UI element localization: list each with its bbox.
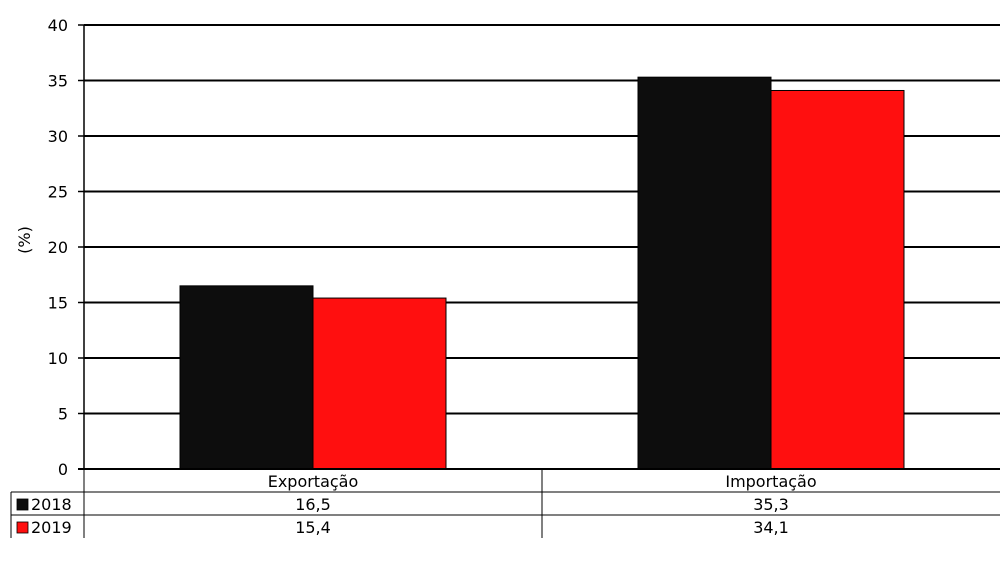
bar-2018-0 [179,285,314,470]
legend-label: 2019 [31,518,72,537]
axes: 0 5 10 15 20 25 30 35 40 [48,16,1000,479]
bar-2018-1 [637,76,772,470]
y-tick-label: 5 [58,405,68,424]
bars [179,76,905,470]
bar-2019-0 [312,297,447,470]
data-label: 34,1 [753,518,789,537]
y-axis-label: (%) [15,226,34,254]
bar-2019-1 [770,89,905,470]
y-tick-label: 40 [48,16,68,35]
y-tick-label: 0 [58,460,68,479]
data-label: 15,4 [295,518,331,537]
x-tick-label: Exportação [268,472,359,491]
y-tick-label: 10 [48,349,68,368]
y-tick-label: 20 [48,238,68,257]
y-tick-label: 25 [48,183,68,202]
legend-swatch-2018 [16,498,29,511]
y-tick-label: 35 [48,72,68,91]
x-tick-label: Importação [725,472,816,491]
y-tick-label: 15 [48,294,68,313]
legend-label: 2018 [31,495,72,514]
data-label: 16,5 [295,495,331,514]
y-tick-label: 30 [48,127,68,146]
legend-swatch-2019 [16,521,29,534]
data-label: 35,3 [753,495,789,514]
data-table: Exportação Importação 2018 16,5 35,3 2019 15,4… [10,469,1000,538]
